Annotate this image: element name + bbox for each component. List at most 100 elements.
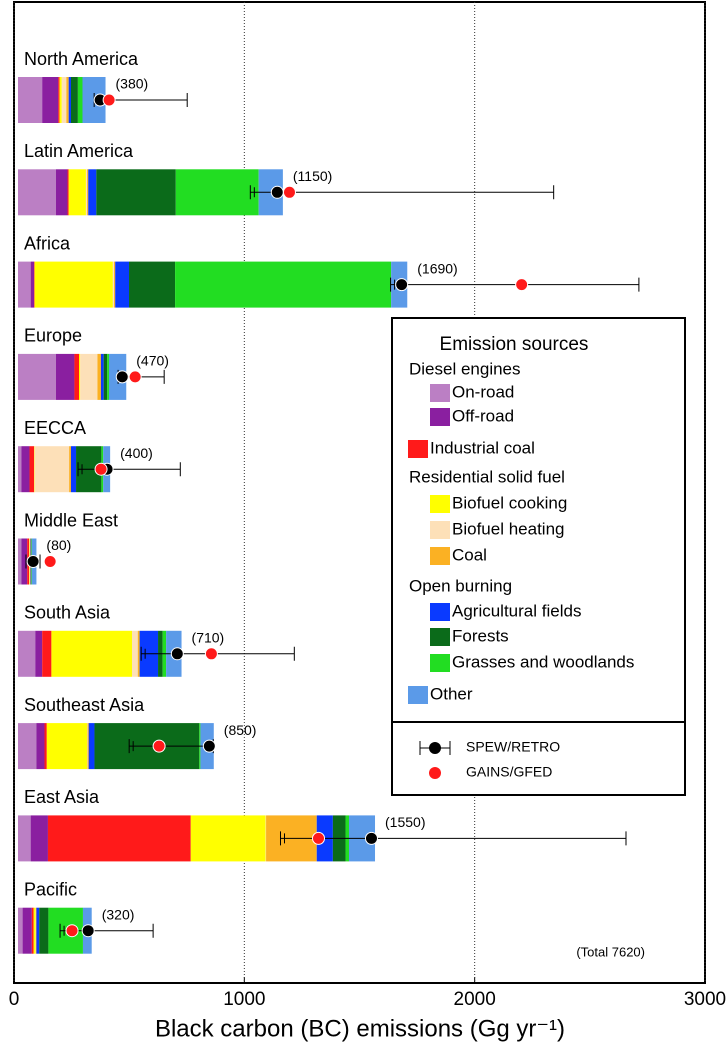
bar-segment xyxy=(70,446,77,493)
total-label: (1550) xyxy=(385,814,425,830)
error-bar xyxy=(279,831,627,846)
spew-dot xyxy=(26,555,40,568)
category-label: Middle East xyxy=(24,510,118,530)
legend-label: SPEW/RETRO xyxy=(466,739,560,755)
legend-group: Open burning xyxy=(409,576,512,595)
bar-segment xyxy=(74,353,80,400)
bar-segment xyxy=(175,169,259,216)
gains-dot xyxy=(128,370,142,384)
legend-swatch xyxy=(430,628,450,646)
bar-segment xyxy=(190,815,266,862)
bar-segment xyxy=(58,77,60,123)
bar-segment xyxy=(77,77,83,123)
bar-segment xyxy=(175,261,392,308)
bar-segment xyxy=(68,77,71,123)
bar-segment xyxy=(87,169,89,216)
legend-label: Industrial coal xyxy=(430,438,535,457)
legend-label: Grasses and woodlands xyxy=(452,652,634,671)
legend-swatch xyxy=(430,654,450,672)
x-tick-label: 1000 xyxy=(223,989,265,1010)
legend-label: Agricultural fields xyxy=(452,601,581,620)
legend-label: Other xyxy=(430,684,473,703)
category-label: Africa xyxy=(24,233,71,253)
legend-spew-dot xyxy=(429,742,441,754)
bar-segment xyxy=(69,446,71,493)
category-label: Europe xyxy=(24,326,82,346)
bar-segment xyxy=(129,261,176,308)
bar-segment xyxy=(56,353,75,400)
bar-segment xyxy=(46,723,88,770)
spew-dot xyxy=(395,278,409,292)
bar-segment xyxy=(18,261,31,308)
bar-segment xyxy=(18,538,22,585)
bar-segment xyxy=(100,353,104,400)
gains-dot xyxy=(65,924,79,938)
annotation: (Total 7620) xyxy=(576,944,645,959)
bar-segment xyxy=(85,169,88,216)
bar-segment xyxy=(67,169,69,216)
bar-segment xyxy=(51,630,133,677)
bar-segment xyxy=(34,261,113,308)
bar-segment xyxy=(56,169,68,216)
bar-segment xyxy=(36,723,45,770)
category-label: EECCA xyxy=(24,418,86,438)
gains-dot xyxy=(515,278,529,292)
bar-segment xyxy=(79,353,81,400)
legend-swatch xyxy=(430,495,450,513)
bar-segment xyxy=(18,630,36,677)
gains-dot xyxy=(102,93,116,107)
bar-segment xyxy=(21,538,28,585)
bar-segment xyxy=(80,353,98,400)
legend-swatch xyxy=(408,686,428,704)
category-label: East Asia xyxy=(24,787,100,807)
bar-segment xyxy=(18,353,57,400)
bar-segment xyxy=(18,723,37,770)
bar-segment xyxy=(30,815,48,862)
bar-segment xyxy=(107,353,109,400)
bar-segment xyxy=(132,630,138,677)
bar-segment xyxy=(47,815,191,862)
legend-label: Forests xyxy=(452,626,509,645)
bar-segment xyxy=(115,261,130,308)
bar-segment xyxy=(39,907,49,954)
total-label: (710) xyxy=(192,630,225,646)
spew-dot xyxy=(170,647,184,661)
bar-segment xyxy=(42,630,52,677)
error-bar xyxy=(59,923,154,938)
error-bar xyxy=(77,462,181,477)
x-tick-label: 3000 xyxy=(684,989,726,1010)
bar-segment xyxy=(33,907,36,954)
total-label: (400) xyxy=(120,445,153,461)
legend-label: Off-road xyxy=(452,406,514,425)
x-axis-label: Black carbon (BC) emissions (Gg yr⁻¹) xyxy=(155,1015,565,1042)
bar-segment xyxy=(114,261,116,308)
bar-segment xyxy=(61,77,67,123)
legend-swatch xyxy=(430,547,450,565)
category-label: North America xyxy=(24,49,139,69)
bar-segment xyxy=(35,630,43,677)
bar-segment xyxy=(21,446,30,493)
bar-segment xyxy=(137,630,140,677)
gains-dot xyxy=(282,185,296,199)
bar-segment xyxy=(18,815,31,862)
error-bar xyxy=(128,739,214,754)
legend-label: On-road xyxy=(452,382,514,401)
total-label: (470) xyxy=(136,353,169,369)
legend-swatch xyxy=(430,384,450,402)
bar-segment xyxy=(70,77,78,123)
legend-swatch xyxy=(408,440,428,458)
bar-segment xyxy=(22,907,32,954)
legend-swatch xyxy=(430,521,450,539)
legend-label: Coal xyxy=(452,545,487,564)
spew-dot xyxy=(115,370,129,384)
category-label: Pacific xyxy=(24,879,77,899)
category-label: Southeast Asia xyxy=(24,695,145,715)
bar-segment xyxy=(18,907,23,954)
bar-segment xyxy=(97,353,101,400)
bar-segment xyxy=(36,907,40,954)
spew-dot xyxy=(364,831,378,845)
x-tick-label: 2000 xyxy=(454,989,496,1010)
bar-segment xyxy=(59,77,62,123)
bar-segment xyxy=(88,723,95,770)
